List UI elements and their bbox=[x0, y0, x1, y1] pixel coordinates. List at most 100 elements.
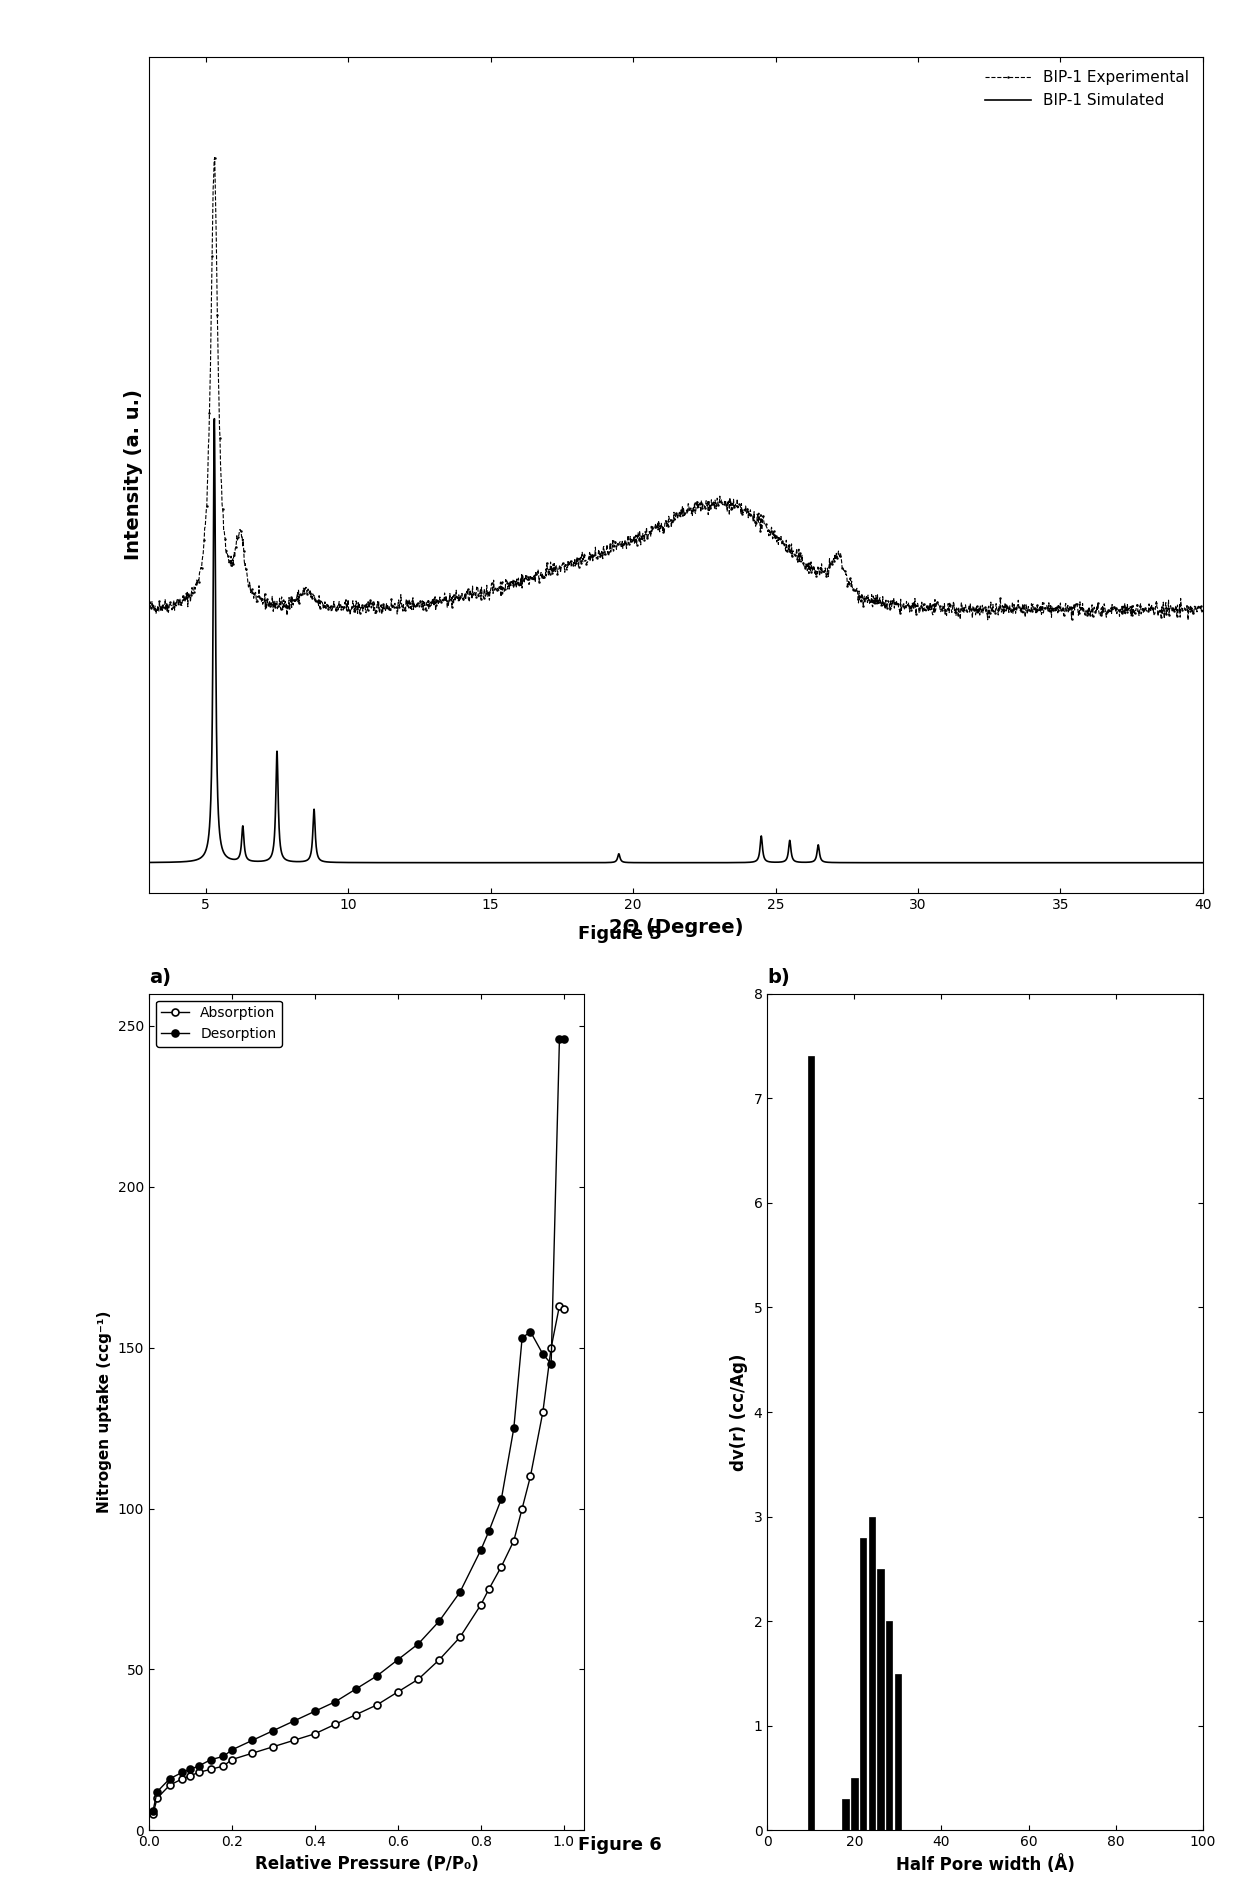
BIP-1 Experimental bbox=[1195, 600, 1210, 623]
Line: BIP-1 Experimental: BIP-1 Experimental bbox=[148, 157, 1204, 621]
Bar bbox=[877, 1568, 884, 1830]
Bar bbox=[868, 1517, 875, 1830]
Absorption bbox=[506, 1530, 521, 1553]
BIP-1 Experimental bbox=[1164, 600, 1179, 623]
Desorption bbox=[203, 1747, 218, 1770]
Desorption bbox=[286, 1710, 301, 1732]
X-axis label: 2Θ (Degree): 2Θ (Degree) bbox=[609, 917, 743, 936]
Desorption bbox=[182, 1759, 197, 1781]
Desorption bbox=[410, 1632, 425, 1655]
BIP-1 Experimental bbox=[626, 525, 641, 547]
Absorption bbox=[286, 1728, 301, 1751]
Desorption bbox=[481, 1519, 496, 1542]
Absorption bbox=[370, 1693, 384, 1715]
BIP-1 Simulated bbox=[544, 851, 559, 874]
Desorption bbox=[536, 1344, 551, 1366]
Absorption bbox=[543, 1336, 558, 1359]
Absorption bbox=[308, 1723, 322, 1745]
Absorption bbox=[410, 1668, 425, 1691]
Absorption bbox=[162, 1774, 177, 1796]
Absorption bbox=[552, 1294, 567, 1317]
BIP-1 Experimental bbox=[207, 147, 222, 170]
Desorption bbox=[191, 1755, 206, 1778]
Absorption bbox=[145, 1802, 160, 1825]
BIP-1 Simulated bbox=[207, 408, 222, 430]
Bar bbox=[807, 1057, 815, 1830]
BIP-1 Simulated bbox=[827, 851, 842, 874]
Desorption bbox=[523, 1321, 538, 1344]
Absorption bbox=[329, 1713, 343, 1736]
Bar bbox=[894, 1674, 901, 1830]
Absorption bbox=[203, 1759, 218, 1781]
Absorption bbox=[453, 1627, 467, 1649]
Desorption bbox=[162, 1768, 177, 1791]
Absorption bbox=[348, 1704, 363, 1727]
Legend: Absorption, Desorption: Absorption, Desorption bbox=[156, 1000, 281, 1047]
Absorption bbox=[523, 1464, 538, 1487]
Desorption bbox=[370, 1664, 384, 1687]
Y-axis label: Nitrogen uptake (ccg⁻¹): Nitrogen uptake (ccg⁻¹) bbox=[97, 1311, 112, 1513]
Absorption bbox=[150, 1787, 165, 1810]
BIP-1 Simulated bbox=[1008, 851, 1023, 874]
Absorption bbox=[494, 1555, 508, 1578]
Y-axis label: dv(r) (cc/Ag): dv(r) (cc/Ag) bbox=[730, 1353, 748, 1470]
Bar bbox=[842, 1798, 849, 1830]
Desorption bbox=[150, 1781, 165, 1804]
Desorption bbox=[175, 1761, 190, 1783]
BIP-1 Experimental bbox=[1166, 598, 1180, 621]
Text: Figure 6: Figure 6 bbox=[578, 1836, 662, 1855]
BIP-1 Simulated bbox=[774, 851, 789, 874]
Y-axis label: Intensity (a. u.): Intensity (a. u.) bbox=[124, 389, 144, 560]
Desorption bbox=[557, 1027, 572, 1049]
Absorption bbox=[474, 1595, 489, 1617]
BIP-1 Experimental bbox=[195, 545, 210, 568]
Line: Absorption: Absorption bbox=[150, 1302, 567, 1817]
Absorption bbox=[265, 1736, 280, 1759]
Bar bbox=[885, 1621, 893, 1830]
BIP-1 Simulated bbox=[141, 851, 156, 874]
Absorption bbox=[216, 1755, 231, 1778]
Desorption bbox=[216, 1745, 231, 1768]
Desorption bbox=[308, 1700, 322, 1723]
Desorption bbox=[246, 1728, 260, 1751]
BIP-1 Experimental bbox=[655, 517, 670, 540]
Desorption bbox=[432, 1610, 446, 1632]
Desorption bbox=[453, 1581, 467, 1604]
Absorption bbox=[182, 1764, 197, 1787]
Desorption bbox=[145, 1800, 160, 1823]
Absorption bbox=[557, 1298, 572, 1321]
Text: b): b) bbox=[768, 968, 790, 987]
Absorption bbox=[246, 1742, 260, 1764]
BIP-1 Simulated bbox=[1195, 851, 1210, 874]
Desorption bbox=[348, 1678, 363, 1700]
Desorption bbox=[552, 1027, 567, 1049]
Absorption bbox=[391, 1681, 405, 1704]
Desorption bbox=[543, 1353, 558, 1376]
X-axis label: Relative Pressure (P/P₀): Relative Pressure (P/P₀) bbox=[254, 1855, 479, 1872]
Desorption bbox=[329, 1691, 343, 1713]
Absorption bbox=[536, 1400, 551, 1423]
Desorption bbox=[391, 1649, 405, 1672]
Desorption bbox=[515, 1327, 529, 1349]
Bar bbox=[859, 1538, 867, 1830]
Desorption bbox=[506, 1417, 521, 1440]
Absorption bbox=[224, 1747, 239, 1770]
Legend: BIP-1 Experimental, BIP-1 Simulated: BIP-1 Experimental, BIP-1 Simulated bbox=[978, 64, 1195, 113]
Desorption bbox=[474, 1540, 489, 1562]
X-axis label: Half Pore width (Å): Half Pore width (Å) bbox=[895, 1855, 1075, 1874]
Text: a): a) bbox=[149, 968, 171, 987]
Desorption bbox=[265, 1719, 280, 1742]
Desorption bbox=[494, 1487, 508, 1510]
Desorption bbox=[224, 1738, 239, 1761]
Absorption bbox=[515, 1496, 529, 1519]
Absorption bbox=[191, 1761, 206, 1783]
BIP-1 Experimental bbox=[972, 598, 987, 621]
BIP-1 Simulated bbox=[334, 851, 348, 874]
BIP-1 Experimental bbox=[1180, 610, 1195, 632]
Line: Desorption: Desorption bbox=[150, 1036, 567, 1815]
BIP-1 Experimental bbox=[141, 594, 156, 617]
Bar bbox=[851, 1778, 858, 1830]
Line: BIP-1 Simulated: BIP-1 Simulated bbox=[149, 419, 1203, 862]
Absorption bbox=[175, 1768, 190, 1791]
BIP-1 Simulated bbox=[928, 851, 942, 874]
